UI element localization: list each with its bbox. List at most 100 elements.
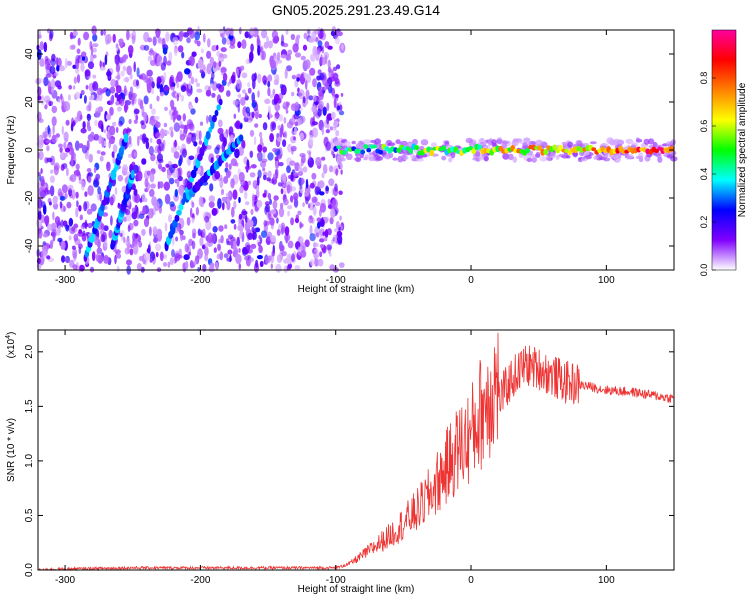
spectrogram-cell — [128, 135, 132, 145]
spectrogram-band-halo — [666, 154, 674, 159]
spectrogram-cell — [308, 134, 314, 146]
spectrogram-cell — [107, 68, 111, 79]
spectrogram-cell — [173, 140, 178, 148]
spectrogram-cell — [141, 111, 148, 118]
spectrogram-cell — [172, 36, 179, 46]
spectrogram-cell — [51, 105, 58, 114]
spectrogram-cell — [211, 45, 218, 52]
spectrogram-band-halo — [635, 155, 643, 160]
spectrogram-cell — [237, 103, 240, 113]
spectrogram-cell — [335, 220, 340, 229]
spectrogram-cell — [179, 124, 185, 129]
spectrogram-cell — [151, 196, 158, 207]
spectrogram-cell — [226, 197, 230, 204]
spectrogram-cell — [285, 109, 289, 114]
spectrogram-cell — [322, 106, 327, 116]
spectrogram-cell — [319, 251, 323, 258]
spectrogram-cell — [318, 86, 325, 91]
spectrogram-cell — [233, 223, 237, 230]
spectrogram-cell — [267, 40, 273, 49]
spectrogram-cell — [336, 64, 341, 70]
spectrogram-y-ticks: -40 -20 0 20 40 — [24, 48, 674, 253]
spectrogram-cell — [96, 150, 101, 154]
spectrogram-band-halo — [612, 155, 619, 159]
spectrogram-cell — [251, 111, 255, 119]
spectrogram-cell — [149, 226, 152, 236]
spectrogram-cell — [156, 76, 162, 85]
spectrogram-cell — [284, 226, 290, 236]
spectrogram-cell — [289, 160, 296, 166]
spectrogram-cell — [60, 240, 66, 250]
spectrogram-cell — [229, 134, 234, 144]
spectrogram-cell — [280, 244, 285, 252]
spectrogram-cell — [265, 203, 271, 213]
spectrogram-band-core — [414, 145, 420, 151]
spectrogram-cell — [66, 201, 72, 209]
spectrogram-cell — [74, 91, 81, 100]
spectrogram-cell — [283, 130, 288, 139]
spectrogram-cell — [143, 44, 150, 51]
spectrogram-cell — [163, 254, 167, 260]
spectrogram-cell — [164, 222, 168, 232]
spectrogram-cell — [190, 76, 195, 85]
spectrogram-cell — [302, 166, 308, 173]
spectrogram-cell — [330, 30, 336, 37]
spectrogram-cell — [133, 108, 140, 115]
spectrogram-cell — [194, 78, 198, 83]
spectrogram-cell — [74, 116, 79, 124]
spectrogram-cell — [60, 219, 64, 228]
spectrogram-cell — [297, 210, 302, 216]
spectrogram-cell — [260, 50, 265, 61]
spectrogram-band-halo — [390, 142, 396, 146]
spectrogram-cell — [150, 153, 156, 162]
spectrogram-cell — [75, 67, 80, 74]
spectrogram-cell — [237, 41, 242, 49]
spectrogram-cell — [248, 58, 253, 64]
spectrogram-cell — [249, 150, 254, 158]
spectrogram-cell — [228, 163, 232, 170]
spectrogram-cell — [95, 253, 100, 262]
spectrogram-cell — [247, 81, 251, 88]
spectrogram-cell — [174, 110, 179, 117]
spectrogram-cell — [332, 73, 339, 80]
spectrogram-cell — [93, 82, 96, 89]
spectrogram-x-tick-label-1: -200 — [190, 275, 210, 286]
spectrogram-cell — [202, 264, 207, 272]
spectrogram-cell — [132, 243, 139, 255]
spectrogram-cell — [287, 143, 293, 153]
spectrogram-cell — [147, 244, 151, 254]
spectrogram-cell — [272, 147, 278, 153]
spectrogram-band-halo — [531, 157, 537, 163]
spectrogram-cells — [35, 25, 346, 275]
spectrogram-cell — [196, 82, 200, 87]
spectrogram-cell — [280, 188, 284, 195]
spectrogram-band-halo — [362, 139, 371, 145]
spectrogram-cell — [175, 236, 179, 242]
spectrogram-cell — [258, 245, 263, 254]
spectrogram-cell — [321, 45, 325, 54]
spectrogram-cell — [300, 250, 307, 258]
spectrogram-cell — [241, 39, 247, 49]
spectrogram-cell — [92, 74, 97, 79]
spectrogram-cell — [72, 30, 78, 37]
spectrogram-band-halo — [448, 157, 453, 163]
spectrogram-cell — [117, 106, 122, 112]
spectrogram-cell — [256, 176, 260, 187]
spectrogram-cell — [131, 207, 135, 213]
spectrogram-cell — [173, 151, 180, 159]
spectrogram-cell — [84, 219, 88, 230]
spectrogram-band-halo — [344, 140, 351, 147]
spectrogram-cell — [287, 205, 293, 210]
spectrogram-cell — [259, 136, 263, 145]
spectrogram-cell — [84, 69, 91, 77]
spectrogram-cell — [136, 212, 140, 220]
spectrogram-x-tick-label-0: -300 — [55, 275, 75, 286]
spectrogram-cell — [77, 37, 81, 46]
spectrogram-cell — [186, 37, 191, 44]
spectrogram-cell — [46, 223, 52, 231]
spectrogram-cell — [241, 139, 246, 149]
spectrogram-cell — [161, 166, 166, 173]
spectrogram-cell — [149, 103, 153, 110]
snr-x-tick-label-1: -200 — [190, 575, 210, 586]
spectrogram-cell — [133, 61, 136, 73]
